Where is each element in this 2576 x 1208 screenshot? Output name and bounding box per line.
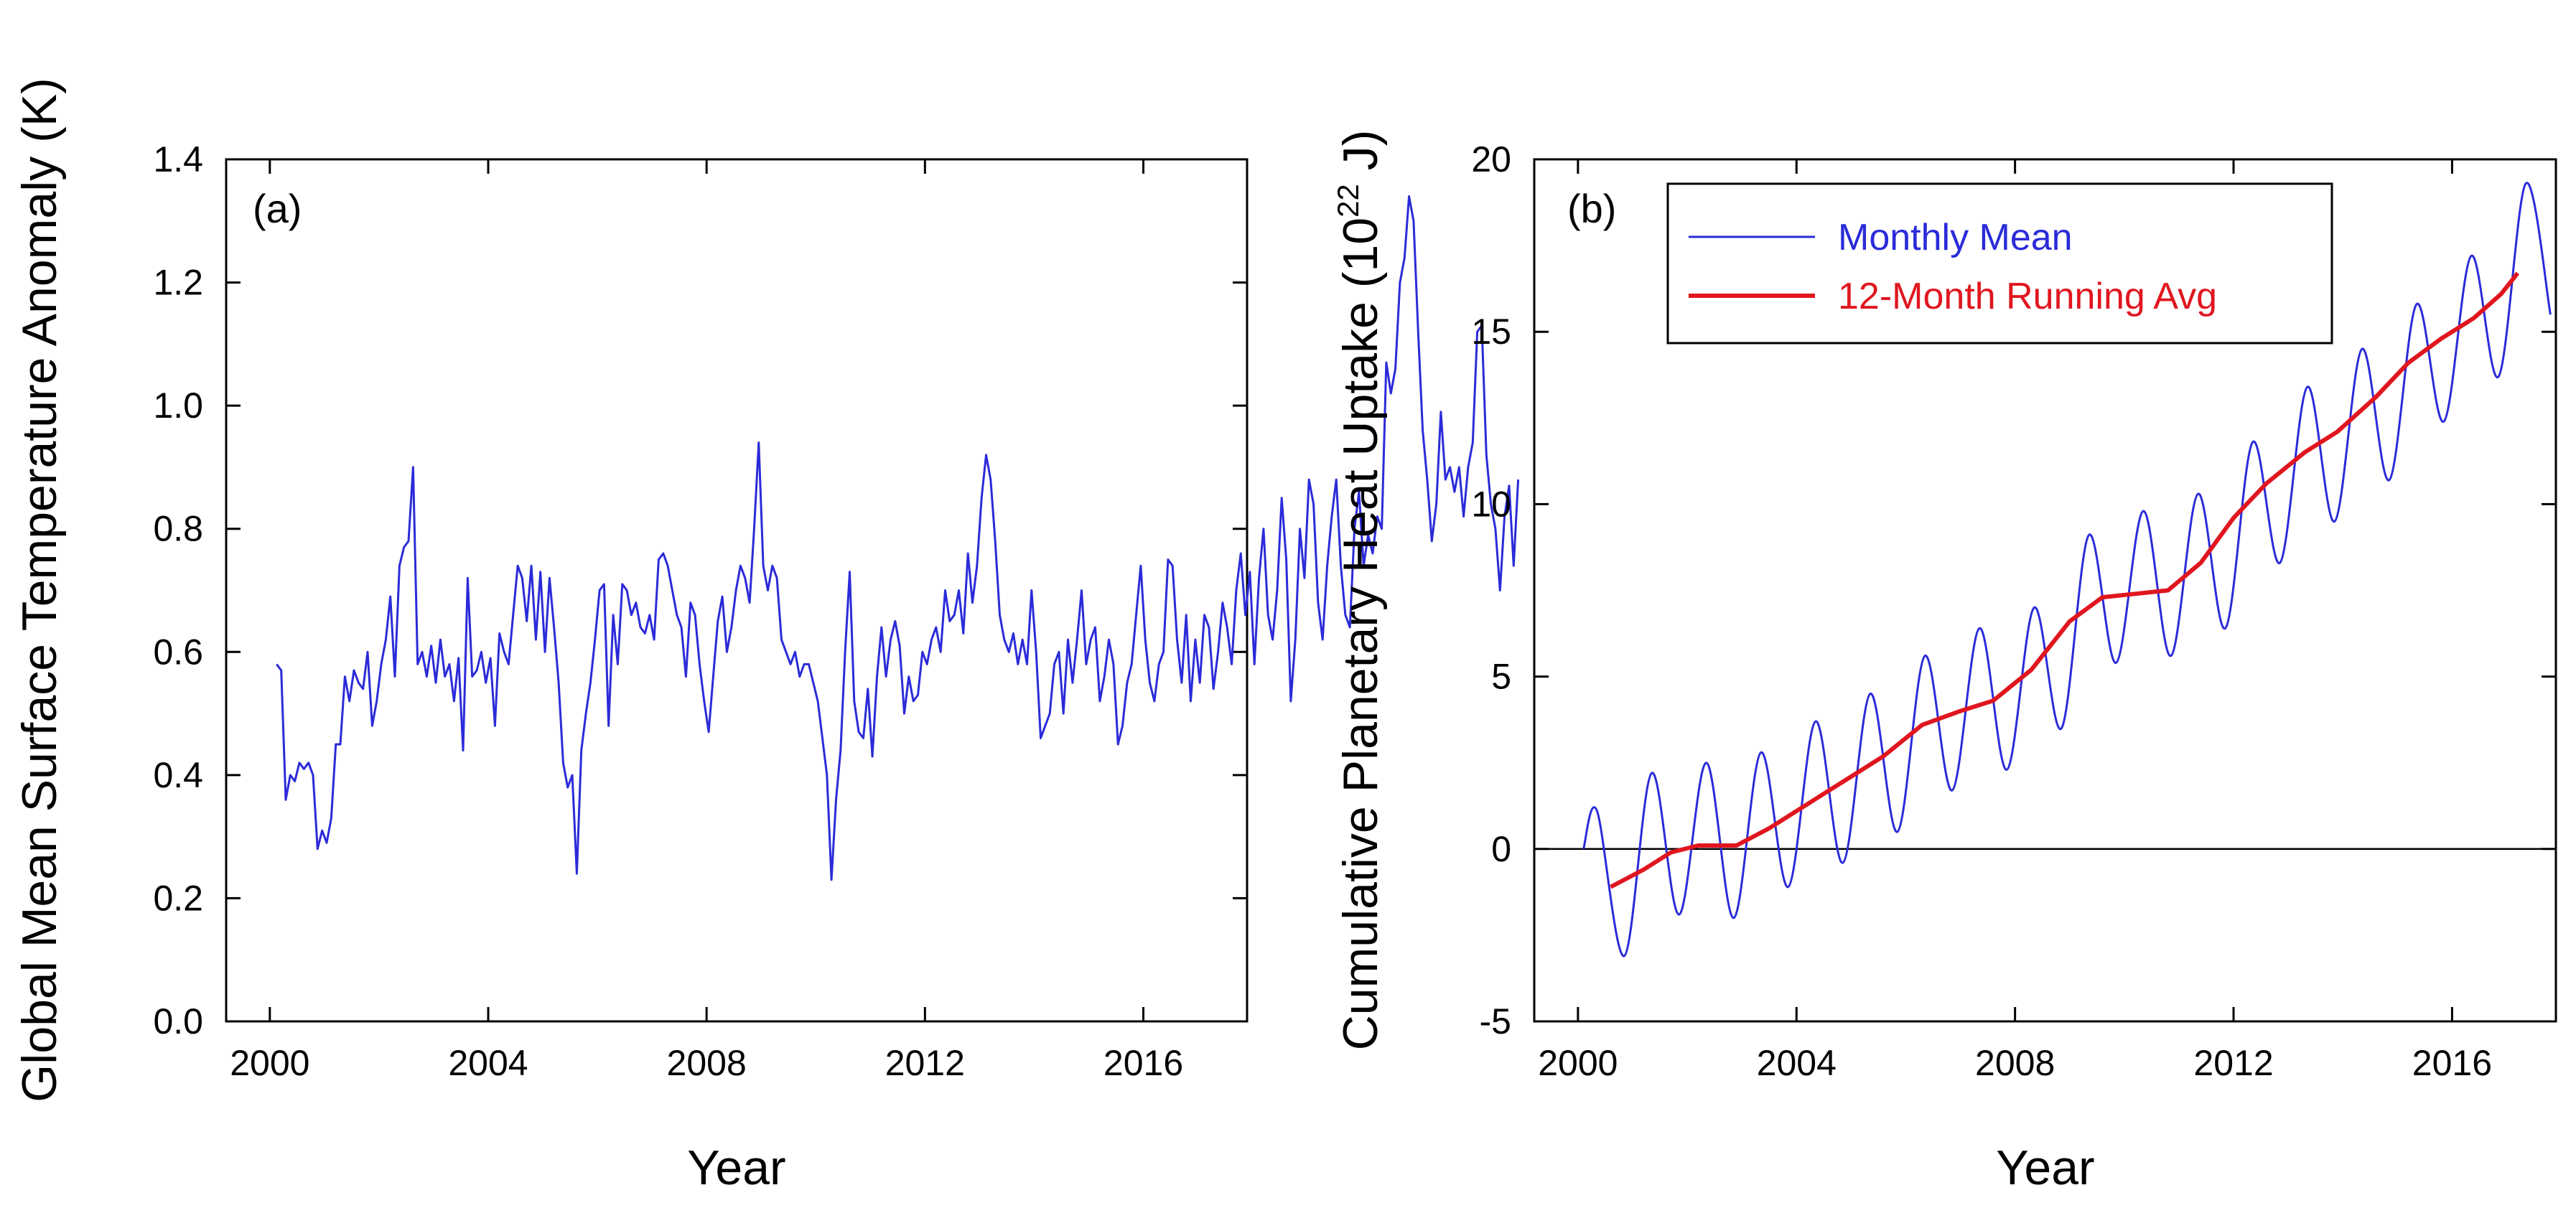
panel-a-series (276, 195, 1520, 881)
legend-label-running-avg: 12-Month Running Avg (1838, 276, 2217, 317)
panel-a-y-axis-title: Global Mean Surface Temperature Anomaly … (12, 78, 67, 1102)
panel-a-y-tick-label: 1.4 (153, 139, 203, 179)
panel-b-plot-frame (1533, 158, 2557, 1023)
panel-a-y-tick-label: 0.6 (153, 632, 203, 672)
panel-b-series-line-primary (1582, 182, 2552, 957)
panel-a-x-ticks: 2000 2004 2008 2012 2016 (230, 159, 1183, 1083)
panel-a: 0.00.20.40.60.81.01.21.4 2000 2004 2008 201… (12, 78, 1520, 1195)
panel-b-x-tick-label: 2008 (1975, 1043, 2055, 1083)
panel-a-x-tick-label: 2008 (667, 1043, 747, 1083)
panel-a-x-tick-label: 2004 (448, 1043, 528, 1083)
panel-a-y-tick-label: 1.2 (153, 263, 203, 303)
panel-b-y-axis-title-main: Cumulative Planetary Heat Uptake (10 (1333, 217, 1388, 1050)
panel-b-series (1582, 182, 2552, 957)
panel-b-x-tick-label: 2012 (2193, 1043, 2273, 1083)
panel-a-x-tick-label: 2016 (1103, 1043, 1183, 1083)
panel-b-x-ticks: 2000 2004 2008 2012 2016 (1538, 159, 2492, 1083)
panel-a-x-axis-title: Year (687, 1141, 785, 1195)
panel-b-y-tick-label: 0 (1491, 829, 1511, 869)
panel-b-label: (b) (1567, 186, 1616, 231)
panel-a-series-line-primary (276, 195, 1520, 881)
panel-b-legend: Monthly Mean 12-Month Running Avg (1666, 182, 2333, 345)
panel-b-y-axis-title: Cumulative Planetary Heat Uptake (1022 J… (1331, 130, 1388, 1051)
panel-a-y-tick-label: 0.0 (153, 1001, 203, 1041)
panel-a-y-ticks: 0.0 0.2 0.4 0.6 0.8 1.0 1.2 1.4 (153, 139, 1247, 1041)
panel-b-y-axis-title-unit: J) (1333, 130, 1388, 184)
panel-a-x-tick-label: 2000 (230, 1043, 309, 1083)
panel-b-x-axis-title: Year (1996, 1141, 2094, 1195)
legend-label-monthly-mean: Monthly Mean (1838, 217, 2073, 258)
panel-b-x-tick-label: 2016 (2412, 1043, 2492, 1083)
panel-b-x-tick-label: 2004 (1757, 1043, 1837, 1083)
panel-b-y-tick-label: 20 (1471, 139, 1511, 179)
panel-a-y-tick-label: 0.2 (153, 878, 203, 918)
panel-b-y-tick-label: 10 (1471, 484, 1511, 524)
panel-b-y-tick-label: 15 (1471, 312, 1511, 352)
panel-b: -5 0 5 10 15 20 2000 2004 2008 2012 2016 (b) Year… (1331, 130, 2557, 1195)
legend-box (1666, 182, 2333, 345)
panel-a-label: (a) (253, 186, 302, 231)
panel-b-y-tick-label: 5 (1491, 657, 1511, 697)
panel-a-y-tick-label: 1.0 (153, 385, 203, 426)
panel-b-x-tick-label: 2000 (1538, 1043, 1618, 1083)
panel-a-x-tick-label: 2012 (885, 1043, 965, 1083)
panel-b-y-axis-title-exponent: 22 (1331, 184, 1365, 217)
panel-b-y-tick-label: -5 (1480, 1001, 1511, 1041)
panel-a-y-tick-label: 0.4 (153, 755, 203, 795)
panel-b-y-ticks: -5 0 5 10 15 20 (1471, 139, 2556, 1041)
panel-a-y-tick-label: 0.8 (153, 509, 203, 549)
panel-b-series-line-running-avg (1610, 271, 2520, 889)
